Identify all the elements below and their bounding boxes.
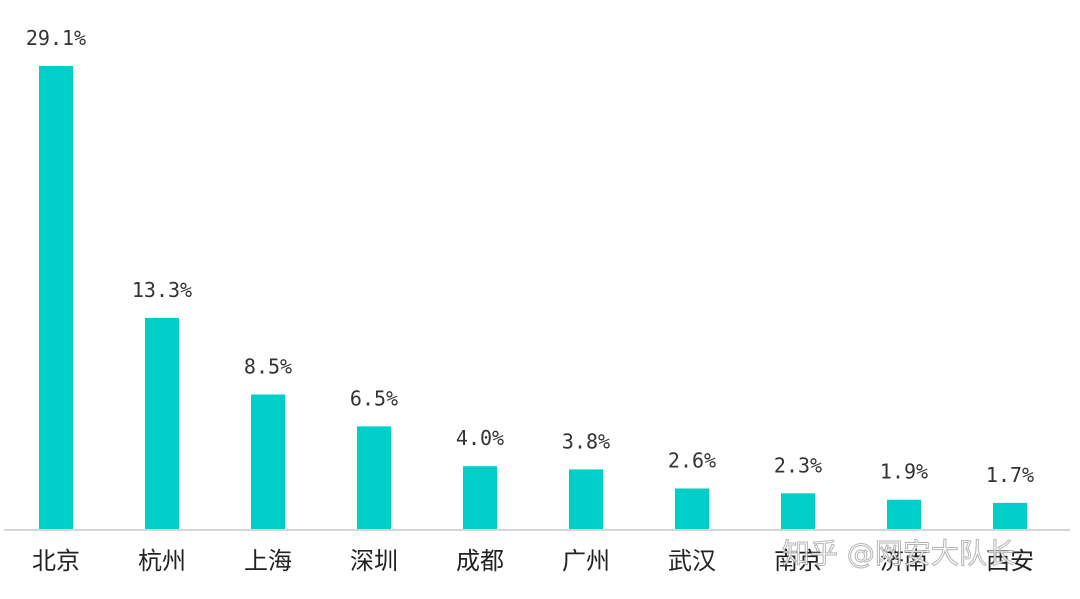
value-label-6: 2.6% [668, 449, 716, 473]
category-label-7: 南京 [774, 547, 822, 575]
bar-1 [145, 317, 179, 530]
value-label-2: 8.5% [244, 355, 292, 379]
category-label-5: 广州 [562, 547, 610, 575]
bar-8 [887, 499, 921, 530]
value-labels-layer: 29.1% 13.3% 8.5% 6.5% 4.0% 3.8% 2.6% 2.3% 1.9% 1.… [26, 26, 1034, 487]
category-label-4: 成都 [456, 547, 504, 575]
category-label-1: 杭州 [138, 547, 186, 575]
value-label-8: 1.9% [880, 460, 928, 484]
category-label-0: 北京 [32, 547, 80, 575]
value-label-4: 4.0% [456, 426, 504, 450]
category-label-9: 西安 [986, 547, 1034, 575]
bar-0 [39, 66, 73, 530]
bar-6 [675, 488, 709, 530]
bar-4 [463, 466, 497, 530]
category-label-2: 上海 [244, 547, 292, 575]
bar-7 [781, 493, 815, 530]
bars-layer [39, 66, 1027, 530]
bar-9 [993, 502, 1027, 530]
value-label-1: 13.3% [132, 278, 192, 302]
category-labels-layer: 北京 杭州 上海 深圳 成都 广州 武汉 南京 济南 西安 [32, 547, 1034, 575]
value-label-5: 3.8% [562, 429, 610, 453]
category-label-6: 武汉 [668, 547, 716, 575]
value-label-0: 29.1% [26, 26, 86, 50]
value-label-7: 2.3% [774, 453, 822, 477]
bar-2 [251, 394, 285, 530]
category-label-8: 济南 [880, 547, 928, 575]
category-label-3: 深圳 [350, 547, 398, 575]
bar-5 [569, 469, 603, 530]
value-label-9: 1.7% [986, 463, 1034, 487]
bar-3 [357, 426, 391, 530]
value-label-3: 6.5% [350, 386, 398, 410]
